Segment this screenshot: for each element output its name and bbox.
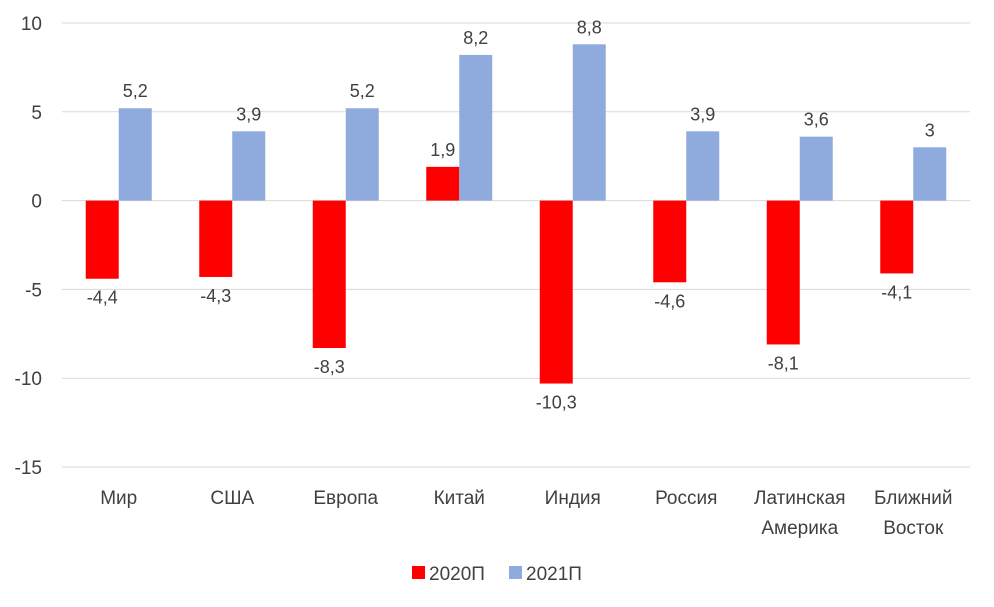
- x-category-label: Европа: [313, 488, 378, 509]
- bars: [85, 44, 947, 384]
- data-label: 8,8: [577, 17, 602, 37]
- bar-2020П-7: [880, 200, 914, 274]
- data-label: -4,4: [87, 288, 118, 308]
- data-label: 8,2: [463, 28, 488, 48]
- x-axis-category-labels: Мир США Европа Китай Индия Россия Латинская Аме…: [100, 488, 952, 539]
- y-tick-label: 10: [21, 14, 42, 35]
- gridlines: [62, 22, 970, 468]
- data-label: -10,3: [536, 393, 577, 413]
- y-tick-label: 5: [31, 103, 42, 124]
- bar-2020П-2: [312, 200, 346, 349]
- data-label: 1,9: [430, 140, 455, 160]
- data-label: -4,1: [881, 282, 912, 302]
- bar-2021П-0: [118, 108, 152, 201]
- bar-2021П-1: [232, 131, 266, 201]
- data-label: 5,2: [350, 81, 375, 101]
- bar-2020П-6: [766, 200, 800, 345]
- y-tick-label: -10: [15, 369, 42, 390]
- data-label: -8,1: [768, 353, 799, 373]
- data-label: -4,6: [654, 291, 685, 311]
- bar-2021П-2: [345, 108, 379, 201]
- data-label: 3,9: [236, 104, 261, 124]
- x-category-label: Мир: [100, 488, 137, 509]
- data-label: 3,9: [690, 104, 715, 124]
- y-tick-label: 0: [31, 192, 42, 213]
- y-tick-label: -15: [15, 458, 42, 479]
- data-label: 3,6: [804, 110, 829, 130]
- data-label: 5,2: [123, 81, 148, 101]
- y-axis-tick-labels: 10 5 0 -5 -10 -15: [15, 14, 42, 479]
- x-category-label: Латинская: [754, 488, 846, 509]
- data-label: -8,3: [314, 357, 345, 377]
- bar-2020П-4: [539, 200, 573, 384]
- bar-2020П-0: [85, 200, 119, 279]
- legend-label: 2020П: [429, 564, 485, 585]
- bar-2020П-1: [199, 200, 233, 277]
- legend-swatch-2021П: [509, 566, 522, 579]
- x-category-label: США: [210, 488, 254, 509]
- bar-2020П-3: [426, 166, 460, 201]
- bar-2021П-7: [913, 147, 947, 201]
- bar-2021П-4: [572, 44, 606, 201]
- x-category-label: Китай: [434, 488, 485, 509]
- x-category-label: Индия: [545, 488, 601, 509]
- legend-label: 2021П: [526, 564, 582, 585]
- data-label: 3: [925, 120, 935, 140]
- x-category-label: Россия: [655, 488, 717, 509]
- bar-2021П-5: [686, 131, 720, 201]
- x-category-label: Ближний: [874, 488, 952, 509]
- bar-2021П-3: [459, 54, 493, 201]
- x-category-label: Восток: [883, 518, 944, 539]
- bar-2021П-6: [799, 136, 833, 201]
- bar-2020П-5: [653, 200, 687, 283]
- data-label: -4,3: [200, 286, 231, 306]
- x-category-label: Америка: [761, 518, 838, 539]
- data-labels: -4,4 5,2 -4,3 3,9 -8,3 5,2 1,9 8,2 -10,3 8,8 -4,6 3…: [87, 17, 935, 412]
- legend: 2020П 2021П: [412, 564, 582, 585]
- legend-swatch-2020П: [412, 566, 425, 579]
- y-tick-label: -5: [25, 280, 42, 301]
